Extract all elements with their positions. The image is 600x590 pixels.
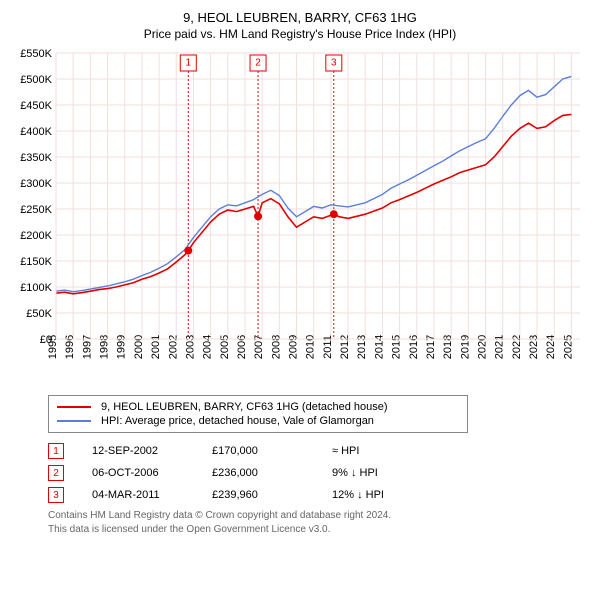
svg-text:2003: 2003 [184,335,196,359]
legend-label: 9, HEOL LEUBREN, BARRY, CF63 1HG (detach… [101,401,388,413]
svg-text:2009: 2009 [288,335,300,359]
legend-item: 9, HEOL LEUBREN, BARRY, CF63 1HG (detach… [57,400,459,414]
svg-text:2012: 2012 [339,335,351,359]
svg-text:3: 3 [331,58,337,69]
svg-text:1999: 1999 [116,335,128,359]
sale-marker-box: 1 [48,443,64,459]
svg-text:1995: 1995 [47,335,59,359]
svg-text:£100K: £100K [20,282,52,294]
svg-text:1996: 1996 [64,335,76,359]
svg-text:£200K: £200K [20,230,52,242]
svg-text:£400K: £400K [20,126,52,138]
svg-text:2024: 2024 [545,335,557,359]
svg-text:£350K: £350K [20,152,52,164]
svg-text:2015: 2015 [391,335,403,359]
svg-text:2006: 2006 [236,335,248,359]
sale-marker-box: 3 [48,487,64,503]
sale-date: 04-MAR-2011 [92,489,212,501]
svg-text:£450K: £450K [20,100,52,112]
sale-marker-box: 2 [48,465,64,481]
chart-title: 9, HEOL LEUBREN, BARRY, CF63 1HG [10,10,590,25]
svg-text:2002: 2002 [167,335,179,359]
svg-text:2021: 2021 [494,335,506,359]
svg-text:2010: 2010 [305,335,317,359]
sales-list: 1 12-SEP-2002£170,000≈ HPI 2 06-OCT-2006£23… [10,443,590,503]
svg-text:2022: 2022 [511,335,523,359]
sale-date: 12-SEP-2002 [92,445,212,457]
svg-text:2023: 2023 [528,335,540,359]
sale-delta: 12% ↓ HPI [332,489,384,501]
svg-text:2025: 2025 [562,335,574,359]
sale-price: £170,000 [212,445,332,457]
chart-subtitle: Price paid vs. HM Land Registry's House … [10,27,590,41]
footer-line: Contains HM Land Registry data © Crown c… [48,509,590,523]
svg-text:2019: 2019 [459,335,471,359]
legend-item: HPI: Average price, detached house, Vale… [57,414,459,428]
price-chart: £0£50K£100K£150K£200K£250K£300K£350K£400… [10,47,590,387]
sale-row: 1 12-SEP-2002£170,000≈ HPI [48,443,590,459]
sale-delta: ≈ HPI [332,445,359,457]
svg-text:2: 2 [255,58,261,69]
svg-text:£50K: £50K [26,308,52,320]
svg-text:2001: 2001 [150,335,162,359]
svg-text:2014: 2014 [373,335,385,359]
svg-text:£550K: £550K [20,48,52,60]
svg-text:£150K: £150K [20,256,52,268]
legend-swatch [57,406,91,408]
sale-row: 2 06-OCT-2006£236,0009% ↓ HPI [48,465,590,481]
svg-text:2013: 2013 [356,335,368,359]
svg-text:£500K: £500K [20,74,52,86]
sale-row: 3 04-MAR-2011£239,96012% ↓ HPI [48,487,590,503]
svg-text:2004: 2004 [202,335,214,359]
svg-text:2007: 2007 [253,335,265,359]
svg-text:1998: 1998 [99,335,111,359]
svg-text:£300K: £300K [20,178,52,190]
svg-text:£250K: £250K [20,204,52,216]
svg-text:2017: 2017 [425,335,437,359]
svg-text:2016: 2016 [408,335,420,359]
sale-price: £239,960 [212,489,332,501]
legend-swatch [57,420,91,422]
sale-date: 06-OCT-2006 [92,467,212,479]
svg-text:2018: 2018 [442,335,454,359]
sale-price: £236,000 [212,467,332,479]
svg-text:2020: 2020 [477,335,489,359]
footer-attribution: Contains HM Land Registry data © Crown c… [48,509,590,536]
svg-text:1997: 1997 [81,335,93,359]
svg-text:1: 1 [186,58,192,69]
sale-delta: 9% ↓ HPI [332,467,378,479]
svg-text:2000: 2000 [133,335,145,359]
svg-text:2005: 2005 [219,335,231,359]
legend: 9, HEOL LEUBREN, BARRY, CF63 1HG (detach… [48,395,468,433]
footer-line: This data is licensed under the Open Gov… [48,523,590,537]
legend-label: HPI: Average price, detached house, Vale… [101,415,374,427]
svg-text:2008: 2008 [270,335,282,359]
